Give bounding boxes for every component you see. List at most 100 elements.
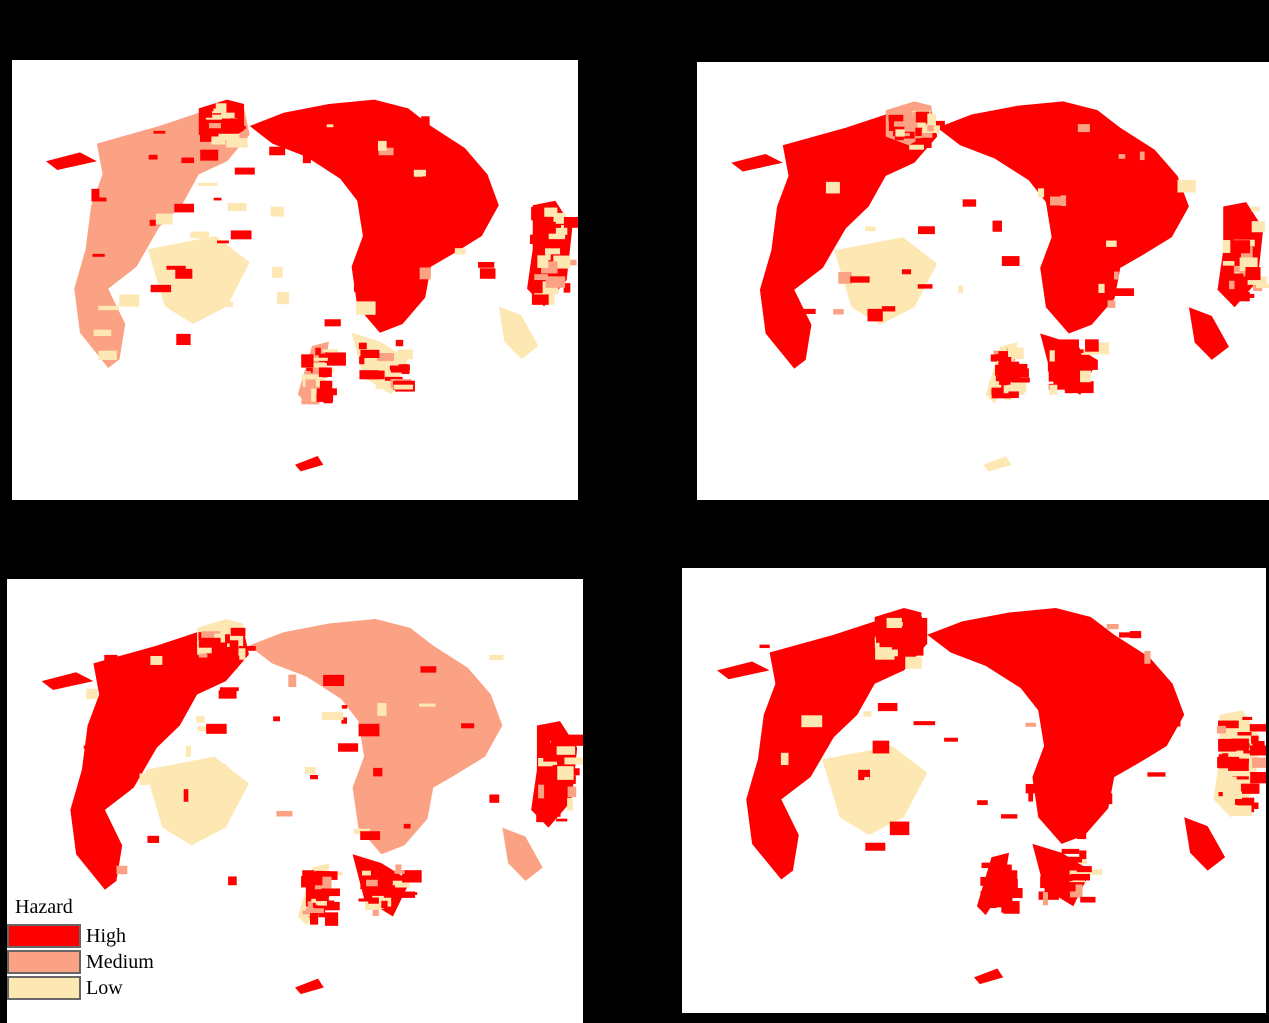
legend-item-high: High (7, 923, 177, 949)
hazard-patch (927, 122, 934, 132)
hazard-patch (206, 106, 214, 112)
landmass-islands-1 (41, 672, 94, 690)
hazard-patch (1145, 711, 1167, 715)
hazard-patch (1076, 827, 1087, 840)
hazard-patch (568, 734, 583, 746)
landmass-north-america (70, 623, 249, 890)
hazard-patch (895, 129, 905, 137)
hazard-patch (238, 648, 246, 660)
hazard-patch (360, 831, 381, 840)
hazard-legend: Hazard High Medium Low (7, 892, 177, 1001)
hazard-patch (993, 350, 999, 355)
hazard-patch (210, 657, 227, 668)
hazard-patch (915, 111, 930, 123)
hazard-patch (863, 711, 872, 717)
hazard-patch (1218, 720, 1239, 729)
hazard-patch (1029, 635, 1050, 639)
hazard-patch (489, 794, 500, 803)
hazard-patch (273, 716, 281, 722)
hazard-patch (174, 203, 195, 213)
landmass-north-america (759, 105, 938, 369)
hazard-patch (302, 154, 311, 164)
hazard-patch (1089, 342, 1109, 355)
hazard-patch (419, 703, 436, 707)
hazard-patch (389, 365, 410, 371)
hazard-patch (361, 371, 383, 377)
hazard-patch (1056, 878, 1063, 892)
hazard-patch (994, 351, 1015, 361)
hazard-patch (311, 898, 316, 903)
hazard-patch (1229, 280, 1235, 290)
hazard-patch (272, 266, 283, 278)
hazard-patch (1049, 384, 1058, 395)
hazard-patch (362, 870, 371, 876)
hazard-patch (1177, 179, 1196, 193)
hazard-patch (988, 380, 996, 386)
hazard-patch (310, 774, 319, 780)
hazard-patch (1251, 757, 1266, 768)
hazard-patch (992, 220, 1002, 232)
legend-label: Low (86, 976, 123, 999)
hazard-patch (1247, 276, 1267, 285)
hazard-patch (801, 656, 808, 661)
hazard-patch (198, 640, 221, 648)
hazard-patch (957, 630, 972, 640)
hazard-patch (1055, 856, 1078, 863)
hazard-patch (759, 644, 770, 649)
hazard-patch (381, 900, 388, 908)
hazard-patch (1092, 124, 1104, 134)
hazard-patch (338, 743, 359, 752)
map-panel-1 (12, 60, 578, 500)
hazard-patch (205, 764, 227, 772)
hazard-patch (1061, 867, 1070, 876)
hazard-patch (1074, 270, 1093, 280)
hazard-patch (316, 892, 329, 902)
hazard-patch (395, 864, 402, 873)
hazard-patch (985, 899, 997, 909)
hazard-patch (849, 160, 864, 168)
hazard-patch (1078, 860, 1088, 864)
hazard-patch (783, 730, 798, 742)
hazard-patch (872, 740, 890, 754)
legend-label: High (86, 924, 126, 947)
hazard-patch (169, 810, 191, 819)
hazard-patch (420, 666, 437, 673)
hazard-patch (544, 221, 556, 234)
hazard-patch (160, 722, 176, 727)
hazard-patch (1006, 361, 1020, 366)
hazard-patch (358, 723, 380, 737)
hazard-patch (305, 908, 324, 914)
hazard-patch (150, 284, 172, 293)
hazard-patch (1047, 362, 1064, 372)
hazard-patch (1081, 869, 1103, 875)
hazard-patch (211, 108, 224, 114)
hazard-patch (1001, 256, 1020, 267)
hazard-patch (544, 248, 561, 255)
hazard-patch (119, 294, 140, 307)
hazard-patch (1001, 814, 1018, 819)
hazard-patch (479, 268, 496, 279)
hazard-patch (410, 667, 430, 679)
hazard-patch (148, 154, 158, 160)
hazard-patch (86, 688, 98, 700)
hazard-patch (359, 356, 365, 365)
hazard-patch (797, 720, 804, 727)
hazard-patch (875, 632, 898, 639)
hazard-patch (98, 350, 117, 360)
hazard-patch (422, 176, 429, 180)
hazard-patch (317, 896, 327, 906)
hazard-patch (1247, 221, 1255, 230)
hazard-patch (888, 114, 904, 122)
hazard-patch (1081, 349, 1098, 355)
hazard-patch (905, 656, 922, 669)
hazard-patch (365, 901, 382, 910)
hazard-patch (193, 677, 213, 682)
hazard-patch (365, 869, 383, 874)
hazard-patch (550, 735, 563, 745)
hazard-patch (1085, 339, 1099, 352)
hazard-patch (318, 367, 332, 377)
hazard-patch (888, 614, 904, 620)
hazard-patch (374, 353, 394, 361)
landmass-south-europe (498, 306, 539, 360)
hazard-patch (1040, 876, 1057, 889)
